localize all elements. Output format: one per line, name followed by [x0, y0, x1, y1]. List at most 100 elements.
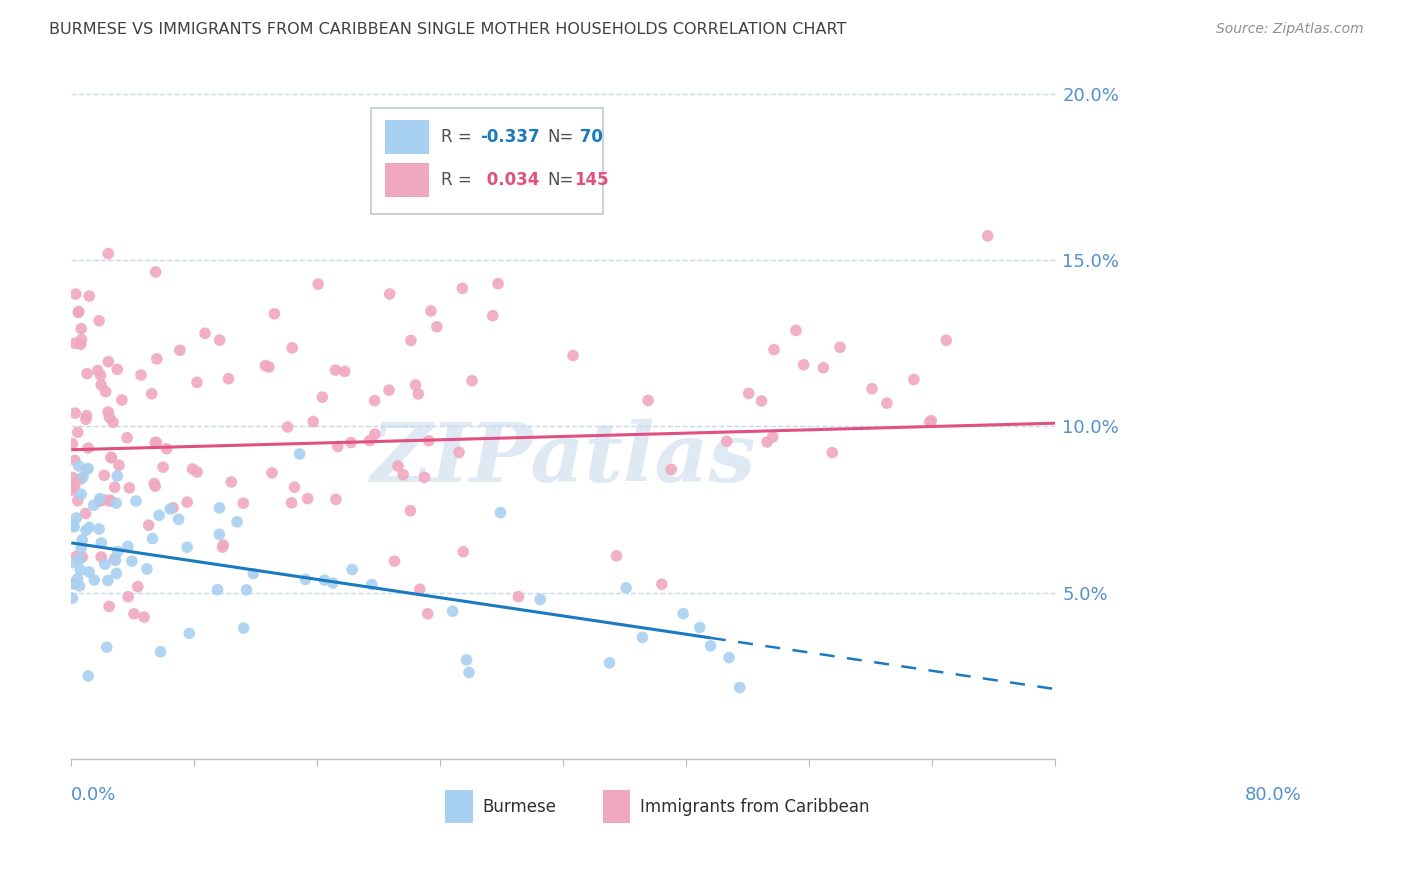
Point: [311, 390, 333, 404]
Point: [283, 480, 305, 494]
Point: [207, 582, 229, 597]
Point: [63, 336, 86, 351]
Point: [69, 472, 91, 486]
Point: [148, 508, 170, 523]
Point: [605, 549, 627, 563]
Point: [456, 653, 478, 667]
Point: [63, 453, 86, 467]
Text: 145: 145: [574, 170, 609, 189]
Point: [598, 656, 620, 670]
Point: [176, 495, 198, 509]
Point: [145, 265, 167, 279]
Point: [67, 304, 90, 318]
Point: [416, 607, 439, 621]
Point: [135, 562, 157, 576]
Point: [418, 434, 440, 448]
Point: [65, 511, 87, 525]
Point: [254, 359, 277, 373]
Bar: [446, 790, 472, 823]
Point: [105, 496, 128, 510]
Point: [631, 630, 654, 644]
Point: [77, 520, 100, 534]
Point: [70, 487, 93, 501]
Point: [122, 607, 145, 621]
Point: [208, 500, 231, 515]
Point: [409, 582, 432, 597]
Point: [143, 435, 166, 450]
Point: [718, 650, 741, 665]
Point: [101, 415, 124, 429]
Point: [420, 304, 443, 318]
Point: [62, 518, 84, 533]
Point: [762, 430, 785, 444]
Point: [127, 580, 149, 594]
Point: [66, 572, 89, 586]
Point: [363, 393, 385, 408]
Point: [689, 621, 711, 635]
Point: [614, 581, 637, 595]
Point: [340, 435, 363, 450]
Point: [489, 506, 512, 520]
Point: [94, 384, 117, 399]
Text: R =: R =: [441, 128, 477, 145]
Point: [920, 414, 942, 428]
Point: [219, 475, 242, 489]
Point: [62, 483, 84, 497]
Point: [87, 363, 110, 377]
Point: [406, 387, 429, 401]
Text: BURMESE VS IMMIGRANTS FROM CARIBBEAN SINGLE MOTHER HOUSEHOLDS CORRELATION CHART: BURMESE VS IMMIGRANTS FROM CARIBBEAN SIN…: [49, 22, 846, 37]
Point: [77, 669, 100, 683]
Point: [121, 554, 143, 568]
Point: [384, 554, 406, 568]
Point: [458, 665, 481, 680]
Point: [307, 277, 329, 292]
Point: [76, 462, 98, 476]
Point: [152, 460, 174, 475]
Point: [69, 552, 91, 566]
Point: [322, 576, 344, 591]
Point: [94, 557, 117, 571]
Point: [97, 354, 120, 368]
Point: [426, 319, 449, 334]
Point: [257, 359, 280, 374]
Point: [728, 681, 751, 695]
Point: [77, 565, 100, 579]
Point: [90, 549, 112, 564]
Point: [70, 550, 93, 565]
Point: [132, 610, 155, 624]
Point: [75, 412, 97, 426]
Point: [87, 522, 110, 536]
Point: [208, 333, 231, 347]
Point: [333, 364, 356, 378]
Text: R =: R =: [441, 170, 477, 189]
Point: [699, 639, 721, 653]
Point: [70, 541, 93, 555]
Text: Immigrants from Caribbean: Immigrants from Caribbean: [640, 797, 869, 815]
Point: [326, 440, 349, 454]
Point: [75, 523, 97, 537]
Point: [100, 450, 122, 465]
Point: [486, 277, 509, 291]
Point: [793, 358, 815, 372]
Point: [637, 393, 659, 408]
Point: [860, 382, 883, 396]
Point: [87, 314, 110, 328]
Point: [69, 579, 91, 593]
Point: [143, 476, 166, 491]
Point: [325, 492, 347, 507]
Point: [69, 563, 91, 577]
Point: [280, 496, 302, 510]
Point: [738, 386, 761, 401]
Point: [405, 378, 427, 392]
Point: [918, 415, 941, 429]
Point: [359, 434, 381, 448]
Point: [364, 427, 387, 442]
Point: [89, 491, 111, 506]
Point: [104, 480, 127, 494]
Point: [146, 351, 169, 366]
Point: [63, 576, 86, 591]
Point: [76, 367, 98, 381]
Point: [263, 307, 285, 321]
Point: [143, 479, 166, 493]
Point: [212, 538, 235, 552]
